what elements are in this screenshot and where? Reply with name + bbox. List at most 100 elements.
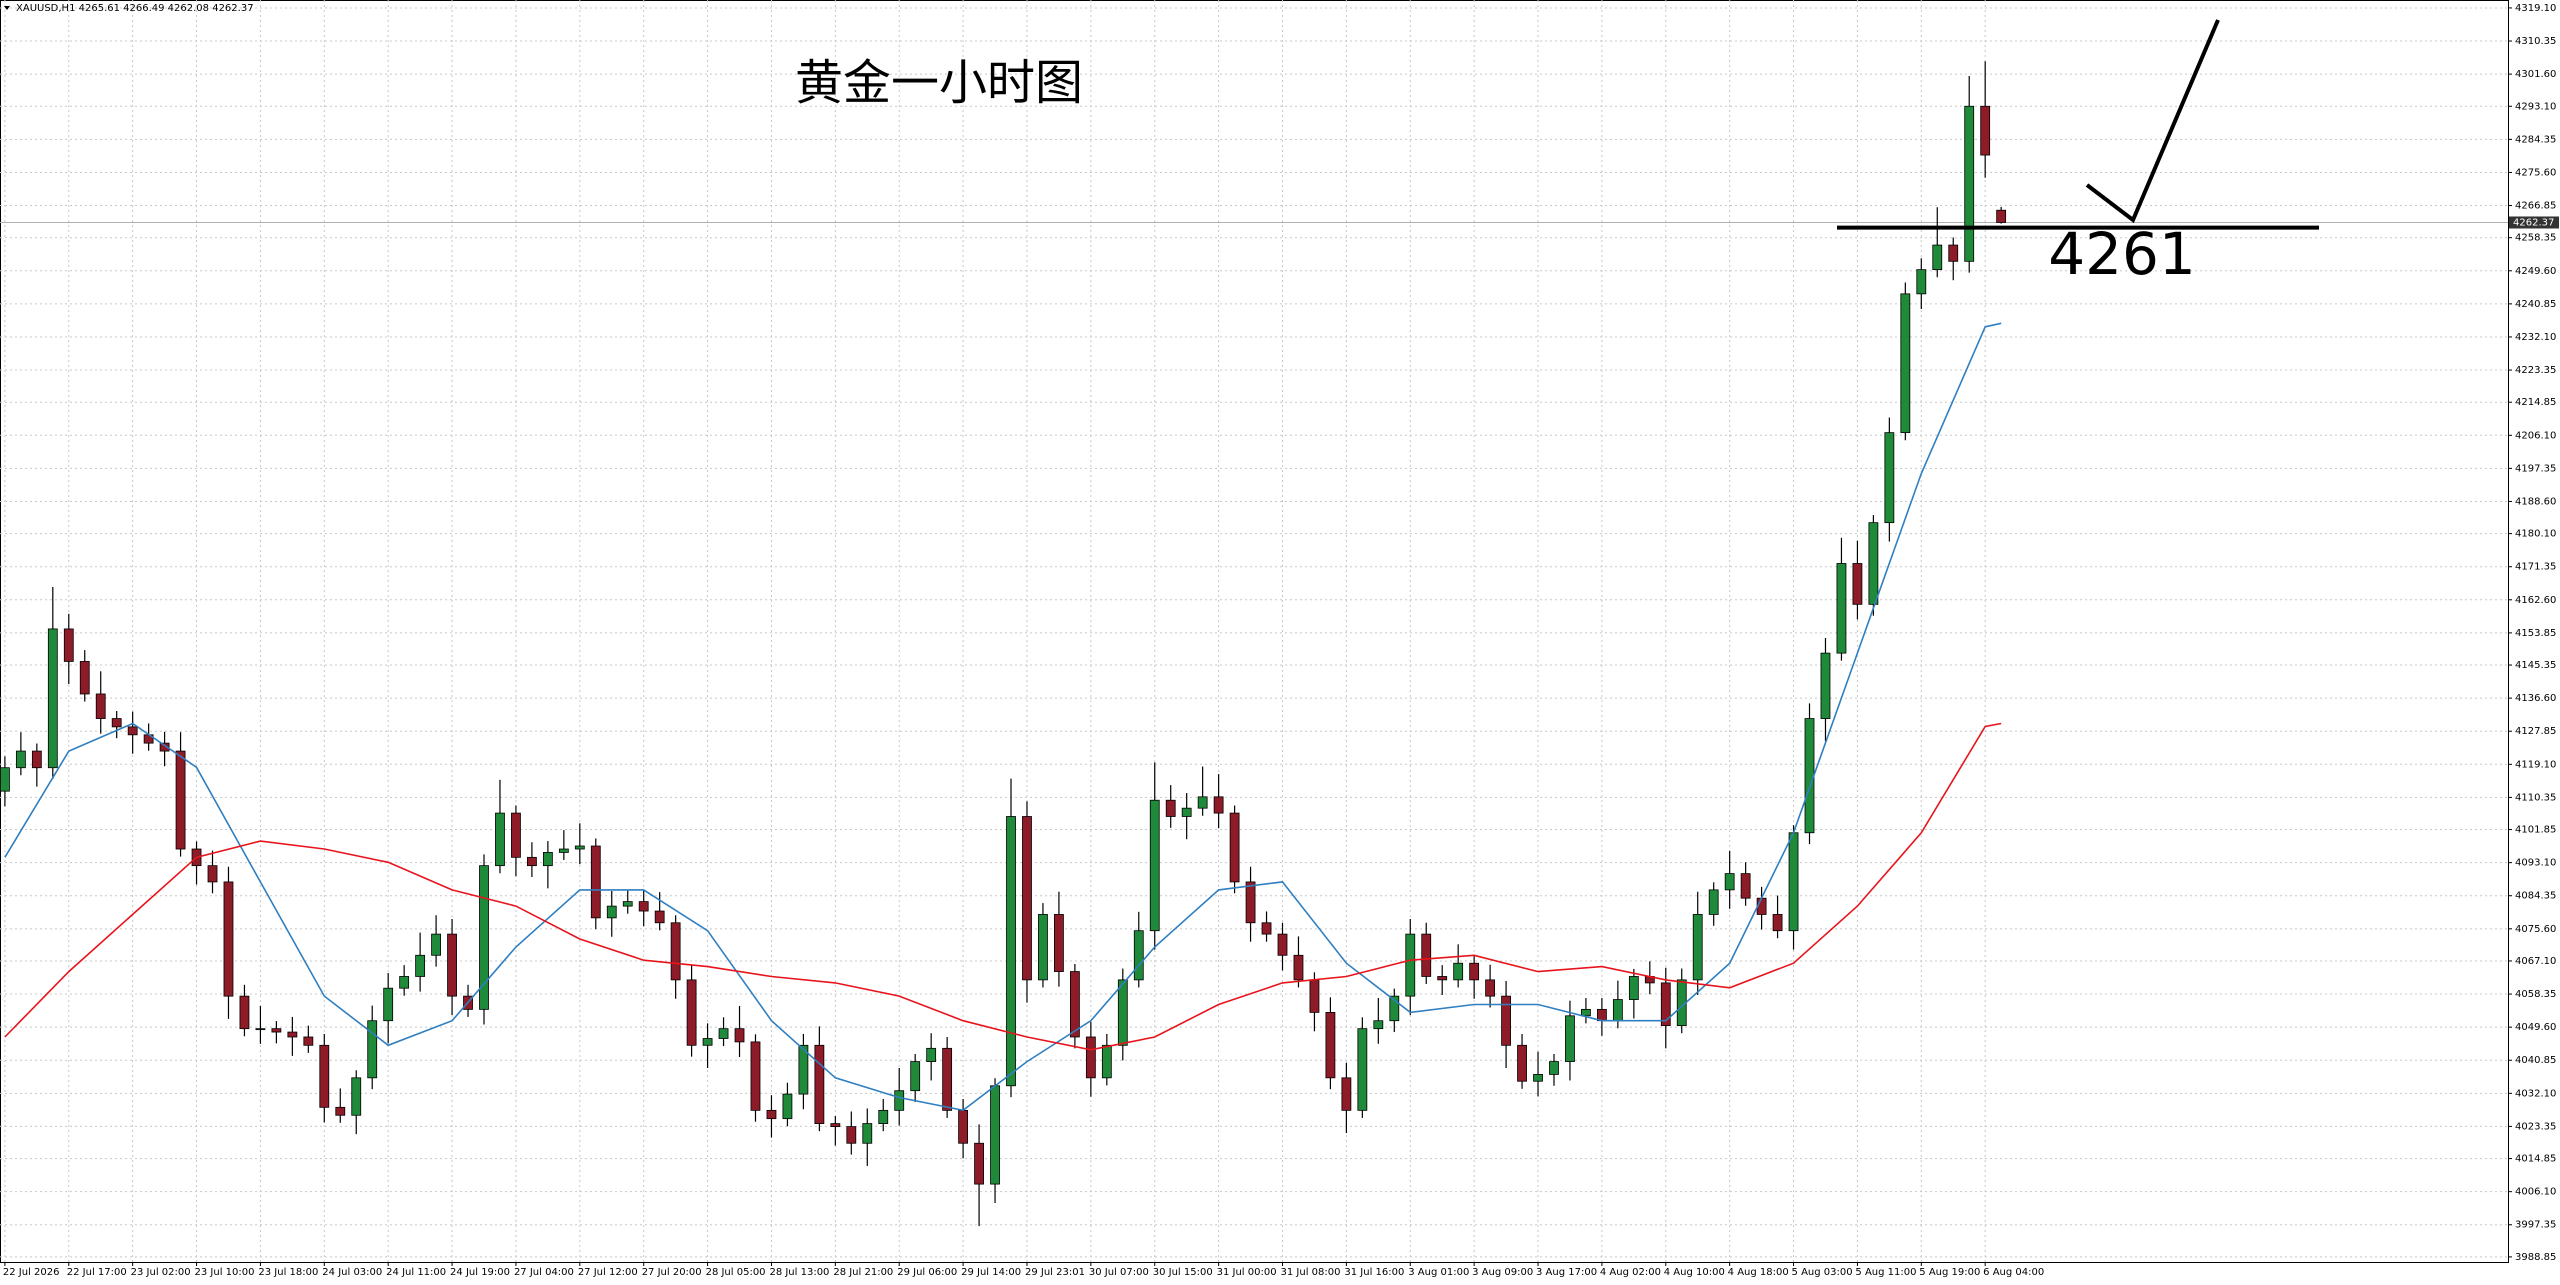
candle-body [1293,954,1304,981]
y-tick-label: 4119.10 [2515,759,2556,770]
y-tick-label: 4014.85 [2515,1154,2556,1165]
candle-body [1437,976,1448,981]
marks [0,61,2007,1227]
y-tick-label: 4153.85 [2515,628,2556,639]
y-tick-label: 4240.85 [2515,299,2556,310]
y-tick-label: 4110.35 [2515,792,2556,803]
candle-body [255,1028,266,1031]
candle-body [1197,796,1208,809]
x-tick-label: 3 Aug 17:00 [1536,1267,1597,1278]
candle-body [1245,881,1256,924]
x-tick-label: 3 Aug 09:00 [1472,1267,1533,1278]
candle-body [1213,796,1224,814]
candle-body [702,1038,713,1046]
candle-body [894,1090,905,1111]
candle-body [447,933,457,997]
x-tick-label: 30 Jul 07:00 [1089,1267,1149,1278]
candle-body [335,1106,346,1116]
ma-line [4,722,2002,1051]
y-tick-label: 3997.35 [2515,1220,2556,1231]
candle-body [1022,816,1032,981]
candle-body [1868,522,1879,605]
candle-body [1628,976,1639,1000]
y-tick-label: 4032.10 [2515,1088,2556,1099]
x-tick-label: 5 Aug 03:00 [1792,1267,1853,1278]
x-tick-label: 22 Jul 2026 [3,1267,60,1278]
y-tick-label: 4232.10 [2515,332,2556,343]
candle-body [303,1036,314,1046]
candle-body [782,1093,793,1120]
candle-body [511,812,521,858]
candle-body [239,995,250,1030]
last-price-tag [2509,216,2559,229]
candle-body [1581,1008,1591,1017]
candle-body [1836,563,1847,654]
candle-body [367,1020,378,1079]
candle-body [1932,244,1943,271]
candle-body [1820,652,1831,719]
x-tick-label: 4 Aug 10:00 [1664,1267,1725,1278]
x-tick-label: 5 Aug 11:00 [1855,1267,1916,1278]
candle-body [574,845,585,850]
y-tick-label: 4319.10 [2515,3,2556,14]
y-tick-label: 4180.10 [2515,529,2556,540]
candle-body [1133,930,1144,981]
candle-body [1149,799,1160,932]
candle-body [127,726,138,736]
x-tick-label: 6 Aug 04:00 [1983,1267,2044,1278]
candle-body [79,661,90,695]
ma-line [4,322,2002,1112]
candle-body [606,905,617,919]
candle-body [750,1041,761,1111]
x-tick-label: 28 Jul 13:00 [769,1267,829,1278]
candle-body [287,1031,298,1038]
x-tick-label: 28 Jul 05:00 [706,1267,766,1278]
candle-body [15,750,26,769]
candle-body [1964,105,1975,262]
candle-body [495,812,505,867]
y-tick-label: 4145.35 [2515,660,2556,671]
candle-body [1756,897,1767,915]
x-tick-label: 24 Jul 11:00 [386,1267,446,1278]
candle-body [1181,807,1192,817]
y-tick-label: 4058.35 [2515,989,2556,1000]
candle-body [1309,979,1320,1013]
candle-body [431,933,441,956]
y-tick-label: 4249.60 [2515,266,2556,277]
candle-body [479,865,489,1010]
candle-body [1038,914,1048,981]
candle-body [95,693,106,719]
x-tick-label: 23 Jul 18:00 [258,1267,318,1278]
x-tick-label: 28 Jul 21:00 [833,1267,893,1278]
candle-body [0,767,10,792]
candle-body [1708,889,1719,915]
candle-body [1692,914,1703,981]
y-tick-label: 4188.60 [2515,496,2556,507]
candle-body [207,865,218,883]
y-tick-label: 4301.60 [2515,69,2556,80]
candle-body [910,1061,921,1092]
candle-body [1996,209,2007,223]
candle-body [958,1109,968,1144]
x-tick-label: 29 Jul 06:00 [897,1267,957,1278]
y-tick-label: 4284.35 [2515,134,2556,145]
level-label: 4261 [2048,220,2196,288]
candle-body [1101,1044,1112,1079]
candle-body [846,1126,857,1144]
candle-body [558,848,569,853]
candle-body [1612,999,1623,1022]
candle-body [271,1028,282,1033]
y-tick-label: 4162.60 [2515,595,2556,606]
candle-body [1373,1020,1384,1030]
y-tick-label: 4101.85 [2515,825,2556,836]
candle-body [638,901,649,912]
y-tick-label: 4214.85 [2515,397,2556,408]
candle-body [654,910,665,924]
candle-body [223,881,234,997]
candle-body [862,1123,873,1144]
candle-body [1229,812,1240,883]
y-tick-label: 4293.10 [2515,101,2556,112]
candle-body [1517,1044,1527,1082]
candle-body [1085,1036,1096,1079]
